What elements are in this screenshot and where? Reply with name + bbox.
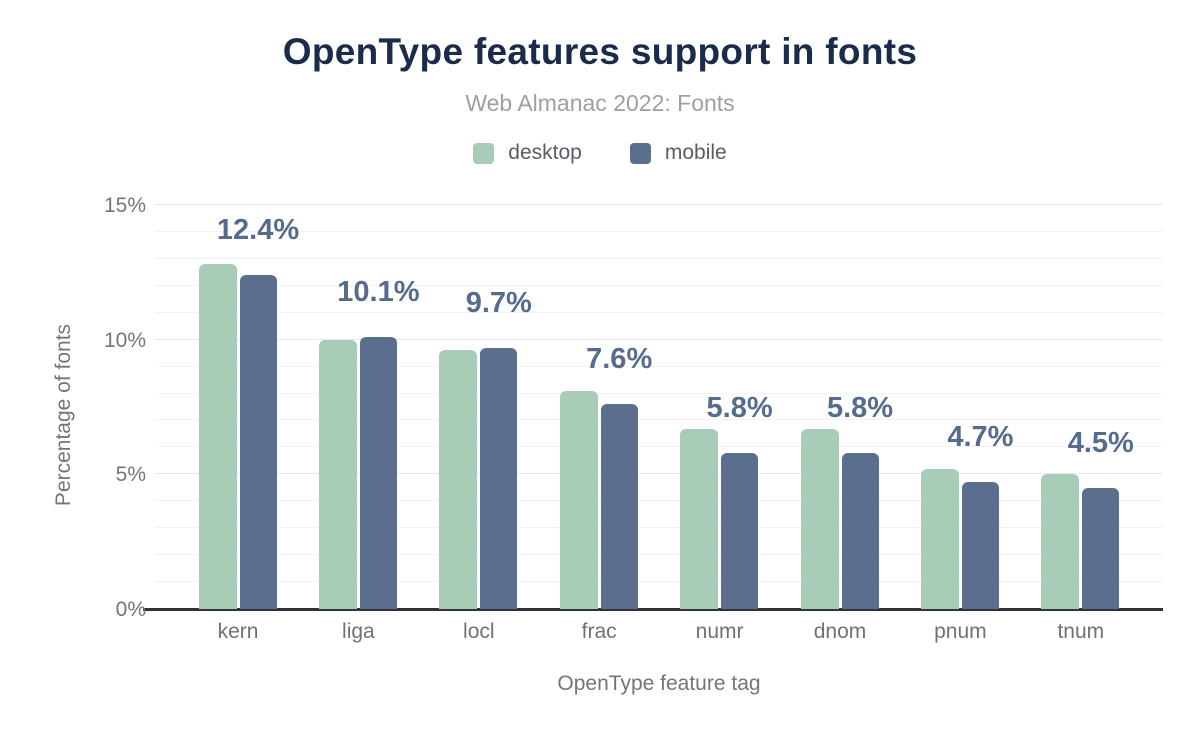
minor-gridline-7: [155, 419, 1163, 421]
minor-gridline-12: [155, 284, 1163, 286]
value-label-tnum: 4.5%: [1067, 426, 1134, 459]
y-tick-15%: 15%: [103, 194, 146, 217]
minor-gridline-9: [155, 365, 1163, 367]
legend-item-mobile[interactable]: mobile: [629, 141, 727, 165]
x-tick-liga: liga: [342, 620, 375, 643]
minor-gridline-11: [155, 311, 1163, 313]
minor-gridline-8: [155, 392, 1163, 394]
value-label-kern: 12.4%: [216, 214, 300, 247]
bar-desktop-locl[interactable]: [439, 350, 478, 609]
plot-area: 12.4% 10.1% 9.7% 7.6% 5.8% 5.8% 4.7% 4.5%: [143, 204, 1163, 611]
chart-subtitle: Web Almanac 2022: Fonts: [465, 90, 735, 116]
value-label-numr: 5.8%: [706, 391, 773, 424]
x-tick-numr: numr: [695, 620, 744, 643]
bar-desktop-liga[interactable]: [318, 339, 357, 609]
x-axis-line: [143, 608, 1163, 611]
bar-desktop-kern[interactable]: [198, 264, 237, 609]
major-gridline-5: [155, 473, 1163, 475]
minor-gridline-2: [155, 554, 1163, 556]
bar-desktop-pnum[interactable]: [920, 468, 959, 609]
y-tick-10%: 10%: [103, 328, 146, 352]
bar-mobile-locl[interactable]: [480, 347, 518, 609]
x-tick-tnum: tnum: [1057, 620, 1105, 643]
x-tick-kern: kern: [217, 620, 259, 643]
major-gridline-15: [155, 204, 1163, 205]
x-tick-dnom: dnom: [813, 620, 867, 643]
value-label-dnom: 5.8%: [826, 391, 894, 424]
y-tick-5%: 5%: [115, 463, 146, 487]
desktop-swatch-icon: [473, 142, 495, 164]
bar-mobile-frac[interactable]: [600, 404, 638, 609]
bar-mobile-pnum[interactable]: [961, 482, 999, 609]
value-label-frac: 7.6%: [586, 343, 653, 376]
bar-mobile-numr[interactable]: [721, 452, 759, 609]
minor-gridline-3: [155, 527, 1163, 529]
bar-mobile-liga[interactable]: [359, 336, 397, 609]
minor-gridline-1: [155, 581, 1163, 583]
bar-mobile-dnom[interactable]: [841, 452, 879, 609]
y-tick-0%: 0%: [115, 598, 146, 621]
legend-item-desktop[interactable]: desktop: [473, 141, 582, 165]
bar-desktop-dnom[interactable]: [800, 428, 839, 609]
legend: desktop mobile: [0, 141, 1200, 165]
minor-gridline-4: [155, 500, 1163, 502]
mobile-swatch-icon: [629, 142, 651, 164]
legend-label-mobile: mobile: [664, 141, 727, 164]
legend-label-desktop: desktop: [508, 141, 582, 164]
value-label-liga: 10.1%: [337, 275, 420, 308]
bar-mobile-kern[interactable]: [239, 275, 277, 609]
x-tick-pnum: pnum: [934, 620, 987, 643]
x-axis-title: OpenType feature tag: [557, 672, 761, 695]
x-tick-frac: frac: [581, 620, 617, 643]
value-label-pnum: 4.7%: [947, 421, 1014, 454]
value-label-locl: 9.7%: [465, 286, 532, 319]
minor-gridline-14: [155, 230, 1163, 232]
bar-desktop-numr[interactable]: [680, 428, 719, 609]
bar-mobile-tnum[interactable]: [1082, 487, 1120, 609]
bar-desktop-tnum[interactable]: [1041, 474, 1080, 609]
minor-gridline-6: [155, 446, 1163, 448]
bar-desktop-frac[interactable]: [559, 390, 598, 609]
chart-title: OpenType features support in fonts: [282, 31, 918, 72]
major-gridline-10: [155, 338, 1163, 340]
minor-gridline-13: [155, 257, 1163, 259]
x-tick-locl: locl: [463, 620, 495, 643]
